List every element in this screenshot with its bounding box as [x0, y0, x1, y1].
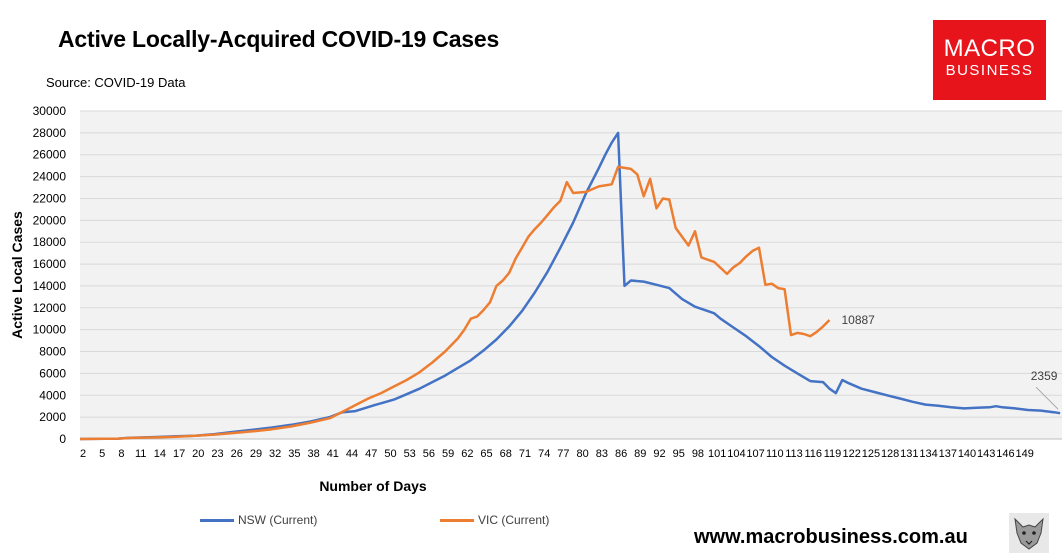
- x-tick-label: 92: [653, 448, 665, 460]
- x-tick-label: 2: [80, 448, 86, 460]
- data-label-nsw: 2359: [1031, 369, 1058, 383]
- x-tick-label: 104: [727, 448, 745, 460]
- x-tick-label: 86: [615, 448, 627, 460]
- wolf-mascot-icon: [1009, 513, 1049, 553]
- y-tick-label: 22000: [33, 191, 67, 205]
- x-tick-label: 77: [557, 448, 569, 460]
- x-tick-label: 110: [766, 448, 784, 460]
- series-line-1: [79, 165, 831, 441]
- y-tick-label: 28000: [33, 126, 67, 140]
- legend-label-nsw: NSW (Current): [238, 513, 318, 527]
- y-tick-label: 8000: [39, 345, 66, 359]
- x-tick-label: 11: [135, 448, 146, 460]
- x-tick-label: 29: [250, 448, 262, 460]
- x-tick-label: 83: [596, 448, 608, 460]
- x-tick-label: 125: [862, 448, 880, 460]
- x-tick-label: 101: [708, 448, 726, 460]
- y-tick-label: 26000: [33, 148, 67, 162]
- x-tick-label: 17: [173, 448, 185, 460]
- x-tick-label: 5: [99, 448, 105, 460]
- x-tick-label: 44: [346, 448, 358, 460]
- y-tick-label: 14000: [33, 279, 67, 293]
- logo-line2: BUSINESS: [945, 62, 1034, 79]
- x-tick-label: 122: [843, 448, 861, 460]
- y-tick-label: 24000: [33, 170, 67, 184]
- y-tick-label: 2000: [39, 410, 66, 424]
- series-lines: [79, 131, 1061, 441]
- y-tick-label: 20000: [33, 213, 67, 227]
- legend-item-nsw: NSW (Current): [200, 513, 317, 527]
- x-tick-label: 41: [327, 448, 339, 460]
- chart-subtitle: Source: COVID-19 Data: [46, 75, 186, 90]
- x-tick-label: 47: [365, 448, 377, 460]
- plot-background: [80, 111, 1062, 439]
- x-tick-label: 113: [785, 448, 803, 460]
- x-tick-label: 134: [919, 448, 937, 460]
- data-labels: 10887 2359: [841, 313, 1059, 410]
- x-tick-label: 53: [404, 448, 416, 460]
- x-tick-label: 146: [996, 448, 1014, 460]
- x-tick-label: 65: [480, 448, 492, 460]
- x-tick-label: 35: [288, 448, 300, 460]
- x-tick-label: 80: [577, 448, 589, 460]
- x-tick-label: 14: [154, 448, 166, 460]
- x-tick-label: 68: [500, 448, 512, 460]
- x-tick-label: 89: [634, 448, 646, 460]
- chart-title: Active Locally-Acquired COVID-19 Cases: [58, 26, 500, 52]
- x-tick-label: 23: [211, 448, 223, 460]
- y-tick-label: 30000: [33, 104, 67, 118]
- x-tick-label: 20: [192, 448, 204, 460]
- legend-swatch-vic: [440, 518, 474, 522]
- x-tick-label: 26: [231, 448, 243, 460]
- x-tick-label: 71: [519, 448, 531, 460]
- legend-item-vic: VIC (Current): [440, 513, 549, 527]
- x-tick-label: 50: [384, 448, 396, 460]
- x-axis-label: Number of Days: [319, 478, 427, 494]
- website-url[interactable]: www.macrobusiness.com.au: [694, 526, 968, 548]
- x-tick-label: 137: [939, 448, 957, 460]
- x-tick-label: 116: [804, 448, 822, 460]
- x-tick-label: 56: [423, 448, 435, 460]
- macrobusiness-logo: MACRO BUSINESS: [933, 20, 1046, 100]
- legend-label-vic: VIC (Current): [478, 513, 550, 527]
- x-tick-label: 107: [746, 448, 764, 460]
- x-tick-label: 8: [118, 448, 124, 460]
- legend-swatch-nsw: [200, 518, 234, 522]
- y-tick-label: 4000: [39, 388, 66, 402]
- x-axis-ticks: 2 5 8 11 14 17 20 23 26 29 32 35 38 41 44 47 50 53 56 59 62 6…: [80, 448, 1034, 460]
- leader-line-nsw: [1035, 386, 1059, 410]
- x-tick-label: 32: [269, 448, 281, 460]
- grid-lines: [80, 110, 1062, 440]
- y-axis-ticks: 0 2000 4000 6000 8000 10000 12000 14000 16000 180…: [33, 104, 67, 446]
- x-tick-label: 74: [538, 448, 550, 460]
- x-tick-label: 95: [673, 448, 685, 460]
- x-tick-label: 131: [900, 448, 918, 460]
- x-tick-label: 143: [977, 448, 995, 460]
- data-label-vic: 10887: [841, 313, 875, 327]
- x-tick-label: 98: [692, 448, 704, 460]
- x-tick-label: 119: [824, 448, 842, 460]
- y-tick-label: 6000: [39, 366, 66, 380]
- y-tick-label: 10000: [33, 323, 67, 337]
- y-tick-label: 16000: [33, 257, 67, 271]
- x-tick-label: 149: [1015, 448, 1033, 460]
- x-tick-label: 128: [881, 448, 899, 460]
- y-tick-label: 0: [59, 432, 66, 446]
- x-tick-label: 62: [461, 448, 473, 460]
- x-tick-label: 59: [442, 448, 454, 460]
- y-axis-label: Active Local Cases: [9, 211, 25, 339]
- y-tick-label: 18000: [33, 235, 67, 249]
- y-tick-label: 12000: [33, 301, 67, 315]
- x-tick-label: 140: [958, 448, 976, 460]
- x-tick-label: 38: [307, 448, 319, 460]
- logo-line1: MACRO: [943, 35, 1036, 62]
